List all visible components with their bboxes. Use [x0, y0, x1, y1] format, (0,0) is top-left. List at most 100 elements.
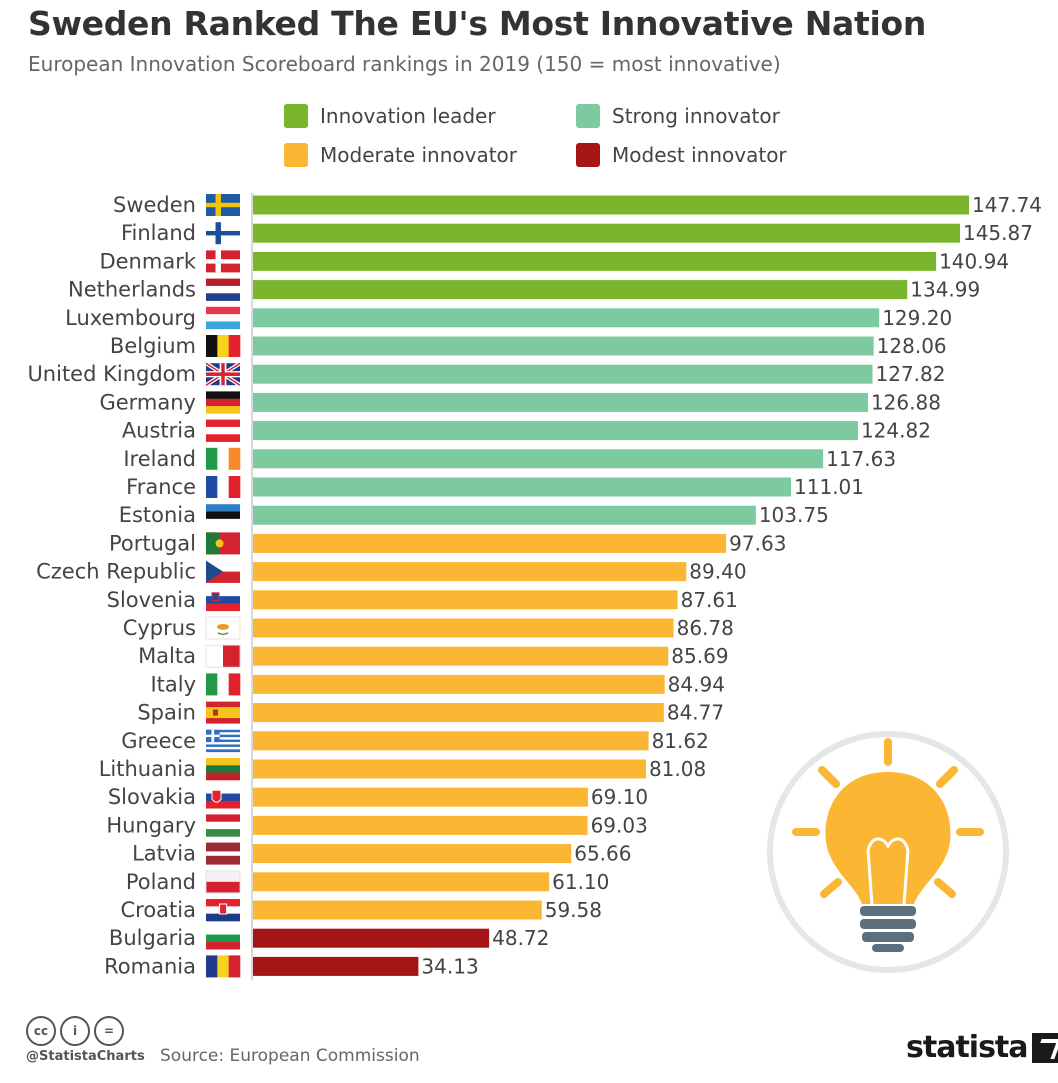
legend-swatch [576, 104, 600, 128]
category-label-estonia: Estonia [119, 503, 196, 527]
category-label-finland: Finland [121, 221, 196, 245]
value-label-france: 111.01 [794, 475, 864, 499]
category-label-slovakia: Slovakia [108, 785, 196, 809]
chart-title: Sweden Ranked The EU's Most Innovative N… [28, 4, 927, 43]
flag-netherlands-icon [206, 278, 240, 301]
flag-belgium-icon [206, 335, 241, 357]
bar-spain [253, 703, 664, 723]
bar-estonia [253, 505, 756, 525]
lightbulb-icon [767, 731, 1009, 973]
value-label-slovenia: 87.61 [681, 588, 738, 612]
flag-denmark-icon [206, 250, 240, 273]
bar-malta [253, 646, 669, 666]
bar-hungary [253, 815, 588, 835]
bar-cyprus [253, 618, 674, 638]
value-label-poland: 61.10 [552, 870, 609, 894]
flag-luxembourg-icon [206, 306, 240, 330]
bar-united-kingdom [253, 364, 873, 384]
flag-malta-icon [205, 644, 241, 668]
value-label-finland: 145.87 [963, 221, 1033, 245]
value-label-hungary: 69.03 [591, 813, 648, 837]
bar-ireland [253, 449, 824, 469]
bar-slovakia [253, 787, 588, 807]
value-label-portugal: 97.63 [729, 531, 786, 555]
legend-item-innovation-leader: Innovation leader [284, 104, 496, 128]
category-label-netherlands: Netherlands [68, 278, 196, 302]
category-label-lithuania: Lithuania [99, 757, 196, 781]
value-label-slovakia: 69.10 [591, 785, 648, 809]
legend-label: Strong innovator [612, 104, 780, 128]
value-label-sweden: 147.74 [972, 193, 1042, 217]
category-label-spain: Spain [137, 701, 196, 725]
legend-item-strong-innovator: Strong innovator [576, 104, 780, 128]
flag-cyprus-icon [205, 616, 241, 640]
category-label-ireland: Ireland [123, 447, 196, 471]
value-label-united-kingdom: 127.82 [876, 362, 946, 386]
bar-romania [253, 956, 419, 976]
category-label-belgium: Belgium [110, 334, 196, 358]
flag-italy-icon [206, 673, 241, 696]
bars-layer: Sweden 147.74 Finland 145.87 Denmark 140.94 Ne… [27, 193, 1042, 978]
flag-spain-icon [206, 701, 240, 724]
value-label-cyprus: 86.78 [677, 616, 734, 640]
flag-greece-icon [206, 729, 240, 753]
value-label-greece: 81.62 [652, 729, 709, 753]
value-label-netherlands: 134.99 [910, 278, 980, 302]
legend-item-modest-innovator: Modest innovator [576, 143, 787, 167]
flag-lithuania-icon [206, 758, 240, 781]
flag-ireland-icon [206, 447, 241, 470]
bar-slovenia [253, 590, 678, 610]
flag-bulgaria-icon [206, 927, 240, 950]
brand-logo: statista [906, 1030, 1058, 1065]
category-label-croatia: Croatia [121, 898, 197, 922]
bar-sweden [253, 195, 970, 215]
bar-luxembourg [253, 308, 880, 328]
category-label-greece: Greece [121, 729, 196, 753]
category-label-czech-republic: Czech Republic [36, 560, 196, 584]
flag-slovenia-icon [206, 588, 240, 612]
flag-austria-icon [206, 419, 240, 442]
category-label-poland: Poland [126, 870, 196, 894]
category-label-romania: Romania [104, 954, 196, 978]
category-label-bulgaria: Bulgaria [109, 926, 196, 950]
category-label-slovenia: Slovenia [107, 588, 196, 612]
bar-austria [253, 421, 858, 441]
category-label-cyprus: Cyprus [123, 616, 196, 640]
license-icons: cc i = [26, 1016, 124, 1046]
flag-romania-icon [206, 955, 241, 978]
bar-portugal [253, 533, 727, 553]
value-label-bulgaria: 48.72 [492, 926, 549, 950]
value-label-lithuania: 81.08 [649, 757, 706, 781]
bar-netherlands [253, 280, 908, 300]
flag-hungary-icon [206, 814, 240, 837]
flag-estonia-icon [206, 504, 240, 527]
chart-subtitle: European Innovation Scoreboard rankings … [28, 52, 781, 76]
brand-wordmark: statista [906, 1030, 1029, 1065]
value-label-austria: 124.82 [861, 419, 931, 443]
category-label-united-kingdom: United Kingdom [27, 362, 196, 386]
value-label-ireland: 117.63 [826, 447, 896, 471]
legend-item-moderate-innovator: Moderate innovator [284, 143, 517, 167]
value-label-denmark: 140.94 [939, 249, 1009, 273]
category-label-hungary: Hungary [106, 813, 196, 837]
flag-portugal-icon [206, 532, 240, 555]
bar-greece [253, 731, 649, 751]
legend-swatch [284, 143, 308, 167]
category-label-luxembourg: Luxembourg [65, 306, 196, 330]
brand-mark-icon [1031, 1032, 1058, 1063]
category-label-austria: Austria [122, 419, 196, 443]
value-label-luxembourg: 129.20 [882, 306, 952, 330]
value-label-malta: 85.69 [671, 644, 728, 668]
category-label-denmark: Denmark [99, 249, 196, 273]
bar-croatia [253, 900, 542, 920]
social-handle: @StatistaCharts [26, 1049, 145, 1064]
bar-finland [253, 223, 960, 243]
value-label-latvia: 65.66 [574, 842, 631, 866]
flag-united-kingdom-icon [204, 361, 242, 387]
flag-france-icon [206, 476, 241, 498]
flag-poland-icon [205, 870, 241, 894]
value-label-estonia: 103.75 [759, 503, 829, 527]
legend-label: Modest innovator [612, 143, 787, 167]
legend-label: Moderate innovator [320, 143, 518, 167]
category-label-sweden: Sweden [113, 193, 196, 217]
